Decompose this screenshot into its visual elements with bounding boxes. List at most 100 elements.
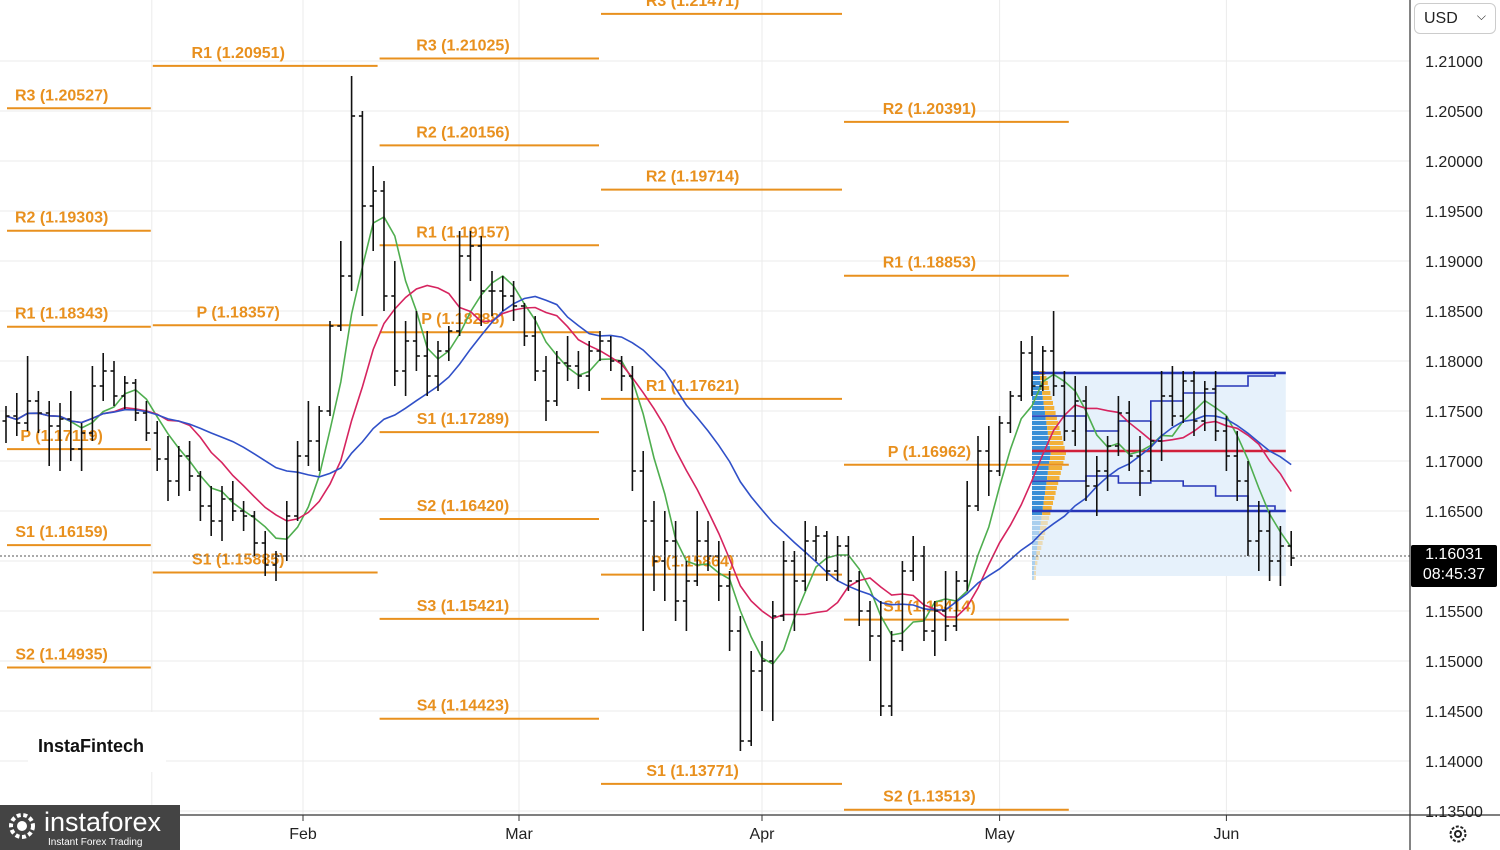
profile-bar-up [1032, 461, 1050, 465]
ohlc-bar [477, 236, 485, 326]
ohlc-bar [466, 231, 474, 281]
pivot-label-r1: R1 (1.18853) [883, 255, 976, 272]
profile-bar-up [1032, 516, 1042, 520]
pivot-label-s2: S2 (1.14935) [15, 647, 108, 664]
ohlc-bar [153, 421, 161, 471]
profile-bar-down [1046, 421, 1059, 425]
profile-bar-up [1032, 451, 1051, 455]
ohlc-bar [445, 326, 453, 361]
profile-bar-up [1032, 491, 1045, 495]
time-tick-label: Feb [289, 826, 317, 843]
profile-bar-down [1036, 551, 1040, 555]
time-axis[interactable]: Feb Mar Apr May Jun [289, 815, 1239, 843]
ohlc-bar [67, 391, 75, 461]
time-tick-label: May [984, 826, 1014, 843]
ohlc-bar [294, 441, 302, 521]
ohlc-bar [510, 281, 518, 321]
ohlc-bars [2, 76, 1295, 751]
profile-bar-down [1049, 456, 1065, 460]
ohlc-bar [1093, 456, 1101, 516]
ohlc-bar [866, 601, 874, 661]
countdown-timer: 08:45:37 [1422, 566, 1486, 583]
ohlc-bar [304, 401, 312, 466]
pivot-label-p: P (1.15864) [651, 554, 734, 571]
pivot-label-r1: R1 (1.17621) [646, 378, 739, 395]
ohlc-bar [380, 181, 388, 311]
ohlc-bar [196, 471, 204, 521]
ohlc-bar [607, 336, 615, 371]
ohlc-bar [1158, 371, 1166, 461]
profile-bar-up [1032, 426, 1048, 430]
settings-icon[interactable] [1446, 822, 1470, 846]
ohlc-bar [888, 631, 896, 716]
profile-bar-up [1032, 431, 1048, 435]
profile-bar-down [1045, 486, 1057, 490]
ohlc-bar [13, 393, 21, 436]
profile-bar-down [1046, 481, 1059, 485]
ohlc-bar [207, 486, 215, 536]
ohlc-bar [974, 436, 982, 511]
ohlc-bar [672, 521, 680, 621]
ohlc-bar [1082, 386, 1090, 501]
profile-bar-down [1049, 446, 1065, 450]
ohlc-bar [898, 561, 906, 651]
profile-bar-up [1032, 536, 1039, 540]
ohlc-bar [45, 401, 53, 466]
ohlc-bar [456, 231, 464, 336]
profile-bar-down [1050, 451, 1066, 455]
ohlc-bar [1114, 396, 1122, 456]
ma-line [5, 295, 1292, 611]
profile-bar-up [1032, 416, 1046, 420]
ohlc-bar [747, 651, 755, 746]
price-tick-label: 1.17500 [1425, 404, 1483, 421]
ohlc-bar [391, 261, 399, 386]
profile-bar-up [1032, 511, 1043, 515]
profile-bar-down [1044, 411, 1056, 415]
pivot-label-r3: R3 (1.20527) [15, 87, 108, 104]
profile-bar-down [1048, 436, 1063, 440]
brand-watermark: InstaFintech [28, 712, 166, 772]
profile-bar-up [1032, 441, 1050, 445]
currency-select[interactable]: USD ⌵ [1414, 3, 1496, 34]
price-tick-label: 1.13500 [1425, 804, 1483, 821]
pivot-label-s4: S4 (1.14423) [417, 698, 510, 715]
ohlc-bar [358, 111, 366, 316]
profile-bar-down [1037, 541, 1043, 545]
ohlc-bar [834, 536, 842, 581]
pivot-label-p: P (1.18288) [421, 311, 504, 328]
pivot-label-r2: R2 (1.20391) [883, 101, 976, 118]
profile-bar-down [1044, 491, 1056, 495]
ohlc-bar [628, 366, 636, 491]
profile-bar-up [1032, 561, 1035, 565]
profile-bar-up [1032, 471, 1048, 475]
profile-bar-down [1042, 391, 1051, 395]
profile-bar-up [1032, 436, 1049, 440]
ohlc-bar [1233, 431, 1241, 501]
profile-bar-up [1032, 386, 1042, 390]
pivot-label-p: P (1.18357) [197, 304, 280, 321]
price-axis[interactable]: 1.21000 1.20500 1.20000 1.19500 1.19000 1.185… [1425, 54, 1483, 821]
ohlc-bar [1039, 346, 1047, 391]
profile-bar-down [1048, 466, 1063, 470]
price-tick-label: 1.21000 [1425, 54, 1483, 71]
ohlc-bar [1136, 436, 1144, 496]
ohlc-bar [121, 376, 129, 409]
ohlc-bar [1222, 416, 1230, 471]
ohlc-bar [855, 571, 863, 626]
pivot-label-s3: S3 (1.15421) [417, 598, 510, 615]
logo-name: instaforex [44, 807, 162, 837]
pivot-label-r1: R1 (1.19157) [416, 224, 509, 241]
profile-bar-up [1032, 566, 1035, 570]
ohlc-bar [132, 379, 140, 421]
profile-bar-up [1032, 576, 1035, 580]
current-price-badge: 1.16031 08:45:37 [1411, 545, 1497, 587]
ohlc-bar [164, 436, 172, 501]
ohlc-bar [240, 501, 248, 531]
profile-bar-down [1039, 526, 1047, 530]
ohlc-bar [229, 481, 237, 521]
ohlc-bar [780, 541, 788, 621]
pivot-label-r2: R2 (1.20156) [416, 124, 509, 141]
pivot-label-r1: R1 (1.20951) [192, 45, 285, 62]
